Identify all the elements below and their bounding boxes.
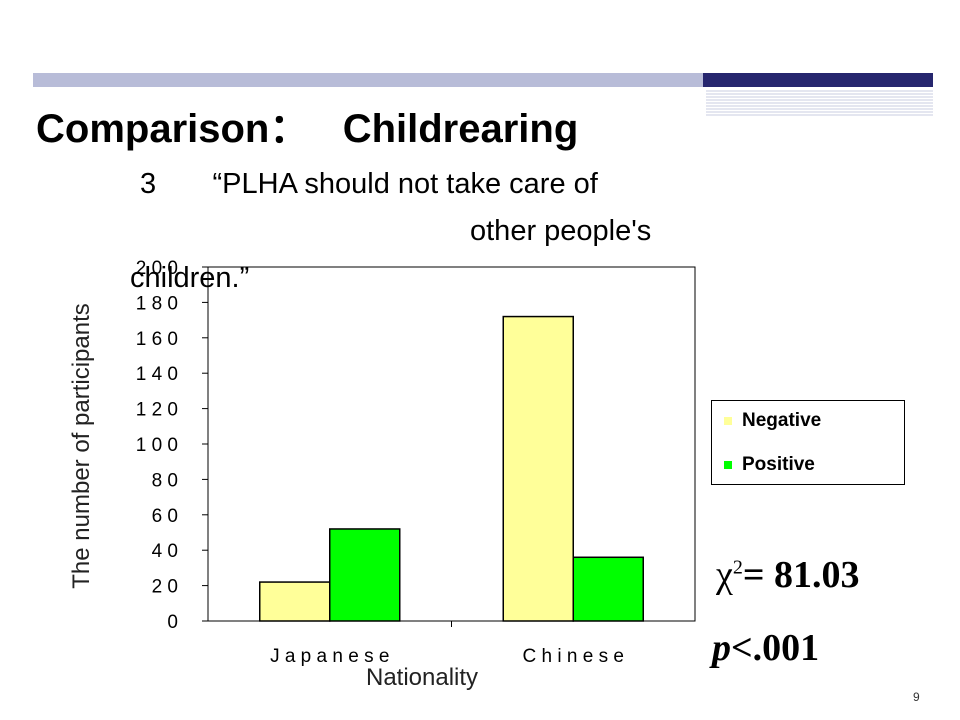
- header-bar-light: [33, 73, 703, 87]
- y-tick-label: 1 6 0: [136, 329, 178, 350]
- legend-label-negative: Negative: [742, 410, 822, 431]
- subtitle-line-2: other people's: [470, 215, 652, 247]
- y-tick-label: 2 0: [152, 577, 178, 598]
- x-category-label: J a p a n e s e: [270, 646, 389, 667]
- chi-value: = 81.03: [742, 554, 860, 596]
- subtitle-line-1: 3 “PLHA should not take care of: [140, 168, 598, 200]
- p-value-stat: p<.001: [712, 626, 819, 670]
- y-tick-label: 8 0: [152, 470, 178, 491]
- y-tick-label: 0: [167, 612, 178, 633]
- y-tick-label: 2 0 0: [136, 258, 178, 279]
- y-tick-label: 6 0: [152, 506, 178, 527]
- y-axis-label: The number of participants: [68, 303, 95, 589]
- bar-negative-japanese: [259, 581, 331, 622]
- chi-symbol: χ: [716, 554, 733, 596]
- y-tick-label: 1 2 0: [136, 400, 178, 421]
- p-label: p: [712, 627, 731, 669]
- bar-positive-chinese: [572, 556, 644, 622]
- slide-title: Comparison： Childrearing: [36, 107, 579, 151]
- y-tick-label: 4 0: [152, 541, 178, 562]
- legend-label-positive: Positive: [742, 454, 815, 475]
- bar-negative-chinese: [502, 315, 574, 622]
- y-tick-label: 1 4 0: [136, 364, 178, 385]
- chi-superscript: 2: [732, 556, 743, 579]
- legend-item-negative: Negative: [724, 410, 821, 432]
- page-number: 9: [913, 690, 920, 704]
- legend-swatch-positive: [724, 461, 732, 469]
- legend-item-positive: Positive: [724, 454, 815, 476]
- chart-legend: Negative Positive: [711, 400, 905, 485]
- header-stripes: [706, 90, 933, 116]
- header-bar-dark: [703, 73, 933, 87]
- y-tick-label: 1 8 0: [136, 293, 178, 314]
- x-category-label: C h i n e s e: [523, 646, 624, 667]
- bar-positive-japanese: [329, 528, 401, 622]
- legend-swatch-negative: [724, 417, 732, 425]
- subtitle-line-3: children.”: [130, 262, 250, 294]
- x-axis-label: Nationality: [366, 664, 479, 691]
- header-decoration: [33, 73, 933, 116]
- y-tick-label: 1 0 0: [136, 435, 178, 456]
- p-value: <.001: [731, 627, 820, 669]
- chi-square-stat: χ2= 81.03: [716, 553, 860, 597]
